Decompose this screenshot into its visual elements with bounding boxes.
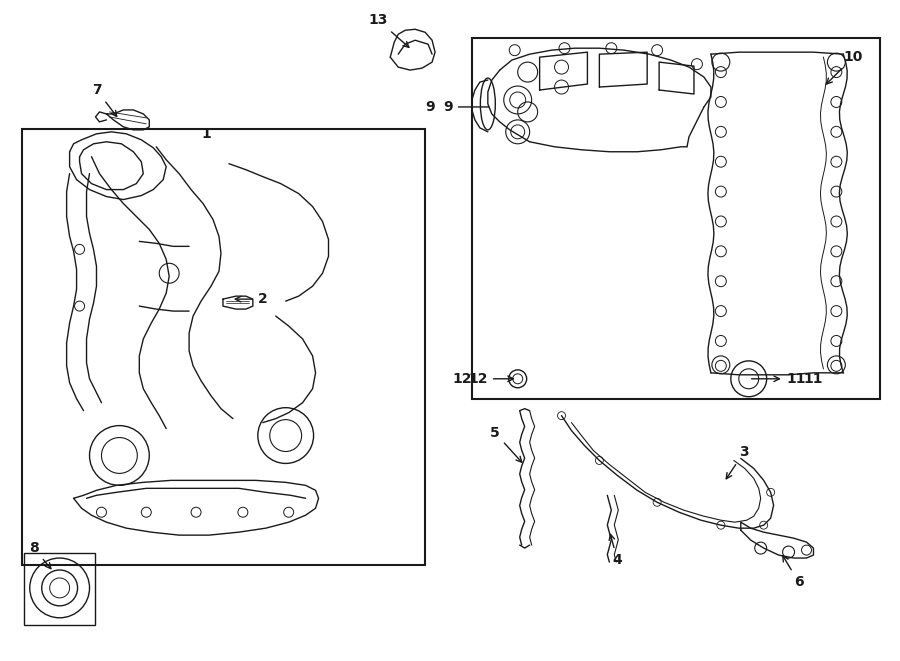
Text: 5: 5 bbox=[490, 426, 522, 462]
Text: 1: 1 bbox=[202, 127, 211, 141]
Text: 9: 9 bbox=[443, 100, 489, 114]
Text: 4: 4 bbox=[609, 534, 622, 567]
Text: 11: 11 bbox=[752, 371, 806, 386]
Text: 10: 10 bbox=[826, 50, 863, 84]
Text: 6: 6 bbox=[783, 556, 804, 589]
Text: 12: 12 bbox=[453, 371, 472, 386]
Bar bbox=[472, 38, 880, 399]
Text: 12: 12 bbox=[468, 371, 513, 386]
Text: 11: 11 bbox=[804, 371, 823, 386]
Text: 2: 2 bbox=[235, 292, 267, 306]
Text: 13: 13 bbox=[369, 13, 409, 48]
Bar bbox=[23, 553, 95, 625]
Text: 7: 7 bbox=[92, 83, 117, 116]
Bar bbox=[22, 129, 425, 565]
Text: 3: 3 bbox=[726, 446, 749, 479]
Text: 8: 8 bbox=[29, 541, 51, 568]
Text: 9: 9 bbox=[426, 100, 435, 114]
